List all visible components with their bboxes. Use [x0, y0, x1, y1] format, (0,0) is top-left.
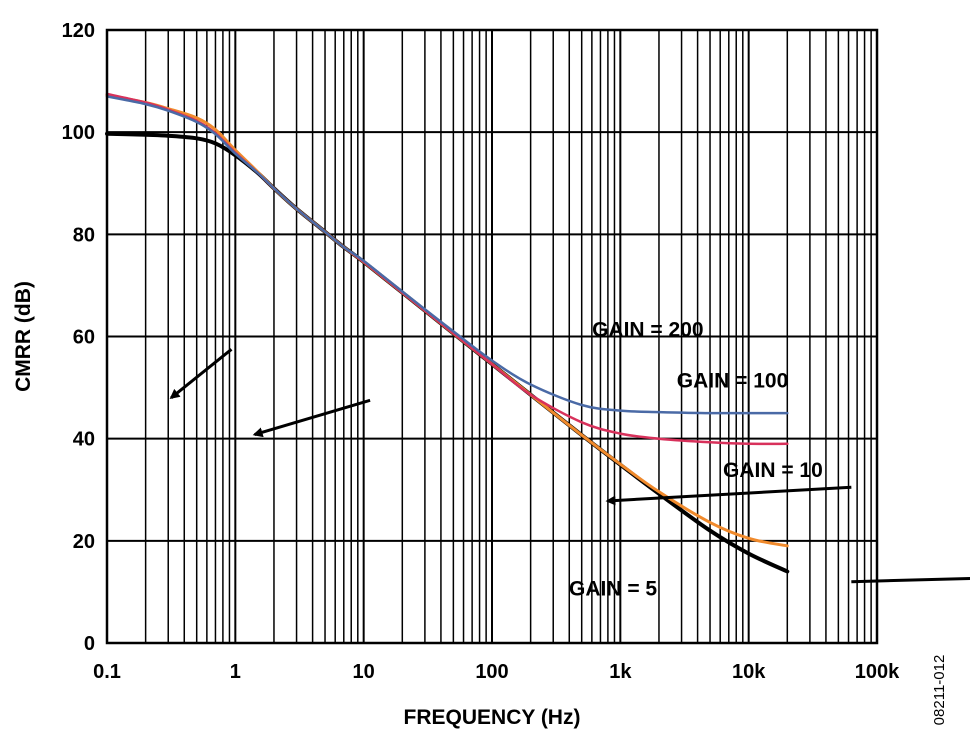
arrow-gain-200 [169, 348, 233, 400]
figure-id: 08211-012 [931, 655, 948, 726]
x-tick-label: 100 [475, 661, 508, 683]
plot-annotations: GAIN = 200 GAIN = 100 GAIN = 10 GAIN = 5 [169, 319, 970, 600]
y-tick-label: 20 [73, 531, 95, 553]
x-tick-label: 10k [732, 661, 766, 683]
arrow-gain-10 [605, 485, 852, 506]
series-line-gain-200 [105, 95, 789, 415]
annotation-gain-200: GAIN = 200 [592, 319, 703, 342]
plot-axes: 0.1 1 10 100 1k 10k 100k 0 20 40 60 80 100 120 [62, 20, 900, 683]
y-tick-label: 40 [73, 429, 95, 451]
y-tick-label: 120 [62, 20, 95, 42]
y-tick-label: 0 [84, 633, 95, 655]
arrow-gain-100 [252, 398, 371, 438]
annotation-gain-5: GAIN = 5 [569, 577, 657, 600]
y-tick-label: 60 [73, 327, 95, 349]
x-tick-label: 0.1 [93, 661, 121, 683]
plot-frame [105, 28, 879, 645]
y-tick-label: 80 [73, 224, 95, 246]
x-tick-label: 100k [855, 661, 900, 683]
plot-series [105, 92, 790, 574]
y-tick-label: 100 [62, 122, 95, 144]
y-axis-title: CMRR (dB) [12, 281, 35, 392]
plot-grid [106, 29, 877, 644]
annotation-gain-100: GAIN = 100 [677, 370, 788, 393]
x-tick-label: 1k [609, 661, 632, 683]
x-axis-title: FREQUENCY (Hz) [404, 706, 581, 729]
series-line-gain-5 [105, 131, 790, 574]
annotation-gain-10: GAIN = 10 [723, 459, 823, 482]
x-tick-label: 10 [353, 661, 375, 683]
x-tick-label: 1 [230, 661, 241, 683]
arrow-gain-5 [851, 576, 970, 584]
